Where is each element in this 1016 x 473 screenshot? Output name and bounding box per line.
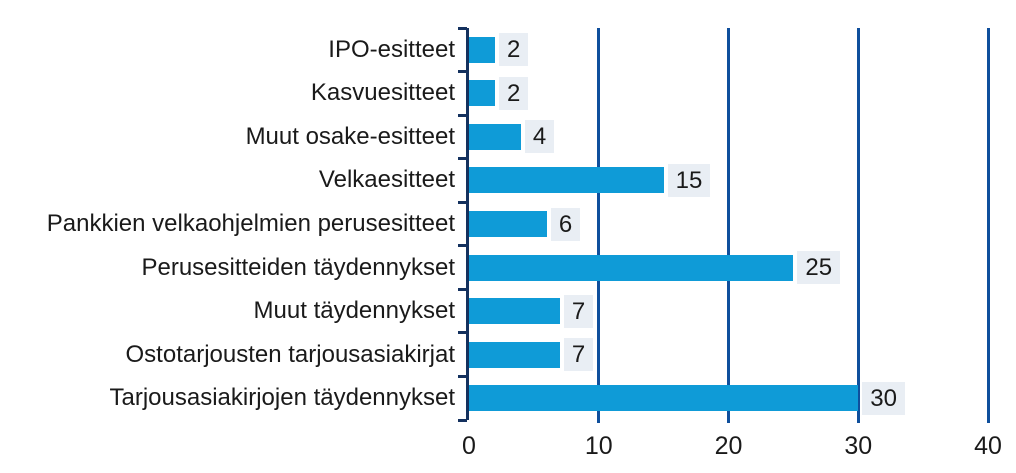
value-label: 4 [524, 120, 555, 154]
y-axis-tick [458, 244, 467, 248]
category-label: Tarjousasiakirjojen täydennykset [109, 384, 455, 412]
category-label: Ostotarjousten tarjousasiakirjat [125, 340, 455, 368]
y-axis-tick [458, 418, 467, 422]
bar [469, 167, 664, 194]
x-tick-label: 0 [462, 432, 476, 460]
y-axis-tick [458, 70, 467, 74]
category-label: Pankkien velkaohjelmien perusesitteet [46, 209, 455, 237]
bar [469, 254, 794, 281]
category-label: Muut täydennykset [253, 297, 455, 325]
gridline [986, 28, 990, 423]
value-label: 30 [862, 381, 905, 415]
y-axis-tick [458, 331, 467, 335]
y-axis-tick [458, 113, 467, 117]
bar [469, 36, 495, 63]
y-axis-tick [458, 287, 467, 291]
gridline [597, 28, 601, 423]
y-axis-tick [458, 26, 467, 30]
bar [469, 298, 560, 325]
y-axis-tick [458, 157, 467, 161]
plot-area: 2 2 4 15 6 25 7 7 30 [458, 26, 990, 423]
category-label: Velkaesitteet [318, 166, 455, 194]
category-label: IPO-esitteet [328, 35, 455, 63]
gridline [727, 28, 730, 423]
value-label: 2 [498, 76, 529, 110]
x-tick-label: 40 [974, 432, 1002, 460]
category-label: Perusesitteiden täydennykset [141, 253, 455, 281]
y-axis-line [466, 28, 469, 420]
x-tick-label: 30 [844, 432, 873, 460]
value-label: 6 [550, 207, 581, 241]
bar [469, 341, 560, 368]
bar [469, 123, 521, 150]
y-axis-tick [458, 200, 467, 204]
x-tick-label: 20 [714, 432, 743, 460]
category-label: Muut osake-esitteet [245, 122, 455, 150]
category-label: Kasvuesitteet [310, 79, 455, 107]
value-label: 25 [797, 251, 841, 285]
value-label: 7 [563, 294, 594, 328]
x-axis-tick-labels: 0 10 20 30 40 [462, 432, 1002, 465]
bar [469, 385, 859, 412]
value-label: 15 [667, 163, 711, 197]
category-axis-labels: IPO-esitteet Kasvuesitteet Muut osake-esit… [0, 28, 455, 420]
y-axis-tick [458, 374, 467, 378]
x-tick-label: 10 [584, 432, 613, 460]
value-label: 7 [563, 338, 594, 372]
value-label: 2 [498, 33, 529, 67]
bar [469, 80, 495, 107]
bar [469, 211, 547, 237]
gridline [856, 28, 860, 423]
